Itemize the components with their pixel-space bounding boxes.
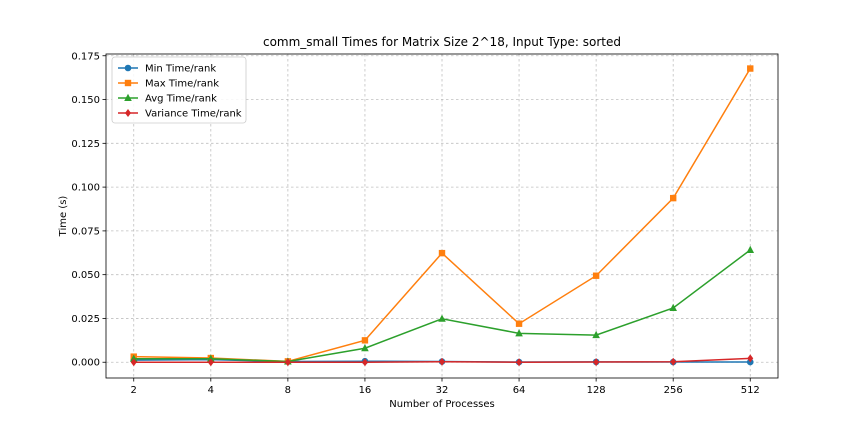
x-axis: 2 4 8 16 32 64 128 256 512 (131, 378, 760, 396)
series-layer (129, 65, 755, 367)
legend-label: Min Time/rank (145, 64, 216, 75)
legend-marker (124, 64, 132, 72)
legend-item: Variance Time/rank (118, 109, 242, 120)
data-point (746, 245, 755, 253)
data-point (361, 337, 369, 344)
data-point (129, 354, 138, 362)
data-point (669, 194, 677, 202)
y-tick-label: 0.125 (71, 139, 100, 150)
legend-item: Max Time/rank (118, 79, 219, 90)
legend-item: Min Time/rank (118, 64, 216, 75)
data-point (592, 330, 600, 339)
data-point (515, 320, 523, 327)
data-point (207, 358, 214, 367)
y-tick-label: 0.075 (71, 226, 100, 237)
data-point (670, 357, 677, 366)
data-point (361, 358, 368, 367)
data-point (669, 303, 677, 311)
data-point (438, 249, 446, 257)
data-point (284, 358, 291, 367)
y-tick-label: 0.150 (71, 95, 100, 106)
x-tick-label: 16 (359, 385, 372, 396)
y-tick-label: 0.050 (71, 270, 100, 281)
series-3 (130, 354, 754, 367)
grid (106, 54, 778, 378)
x-tick-label: 512 (741, 385, 760, 396)
y-tick-label: 0.025 (71, 314, 100, 325)
legend-marker (125, 109, 131, 117)
x-axis-label: Number of Processes (389, 399, 494, 410)
x-tick-label: 128 (587, 385, 606, 396)
y-tick-label: 0.175 (71, 51, 100, 62)
data-point (747, 65, 754, 72)
x-tick-label: 32 (436, 385, 449, 396)
legend-box (111, 56, 247, 124)
x-tick-label: 64 (513, 385, 526, 396)
x-tick-label: 4 (208, 385, 214, 396)
legend: Min Time/rank Max Time/rank Avg Time/rank V… (111, 56, 247, 124)
data-point (593, 358, 600, 367)
data-point (439, 357, 445, 366)
x-tick-label: 2 (131, 385, 137, 396)
x-tick-label: 8 (285, 385, 291, 396)
data-point (592, 272, 600, 279)
legend-label: Avg Time/rank (145, 94, 217, 105)
x-tick-label: 256 (664, 385, 683, 396)
legend-label: Variance Time/rank (145, 109, 242, 120)
data-point (515, 329, 523, 337)
legend-marker (124, 79, 132, 87)
chart-title: comm_small Times for Matrix Size 2^18, I… (263, 35, 621, 49)
data-point (516, 358, 523, 367)
data-point (438, 314, 446, 322)
legend-marker (124, 93, 132, 101)
legend-label: Max Time/rank (145, 79, 219, 90)
legend-item: Avg Time/rank (118, 94, 217, 105)
data-point (747, 354, 754, 363)
y-tick-label: 0.100 (71, 183, 100, 194)
y-axis-label: Time (s) (58, 196, 69, 238)
data-point (130, 358, 137, 367)
data-point (207, 354, 215, 362)
y-axis: 0.000 0.025 0.050 0.075 0.100 0.125 0.150 0.175 (71, 51, 106, 369)
data-point (361, 344, 369, 352)
y-tick-label: 0.000 (71, 358, 100, 369)
